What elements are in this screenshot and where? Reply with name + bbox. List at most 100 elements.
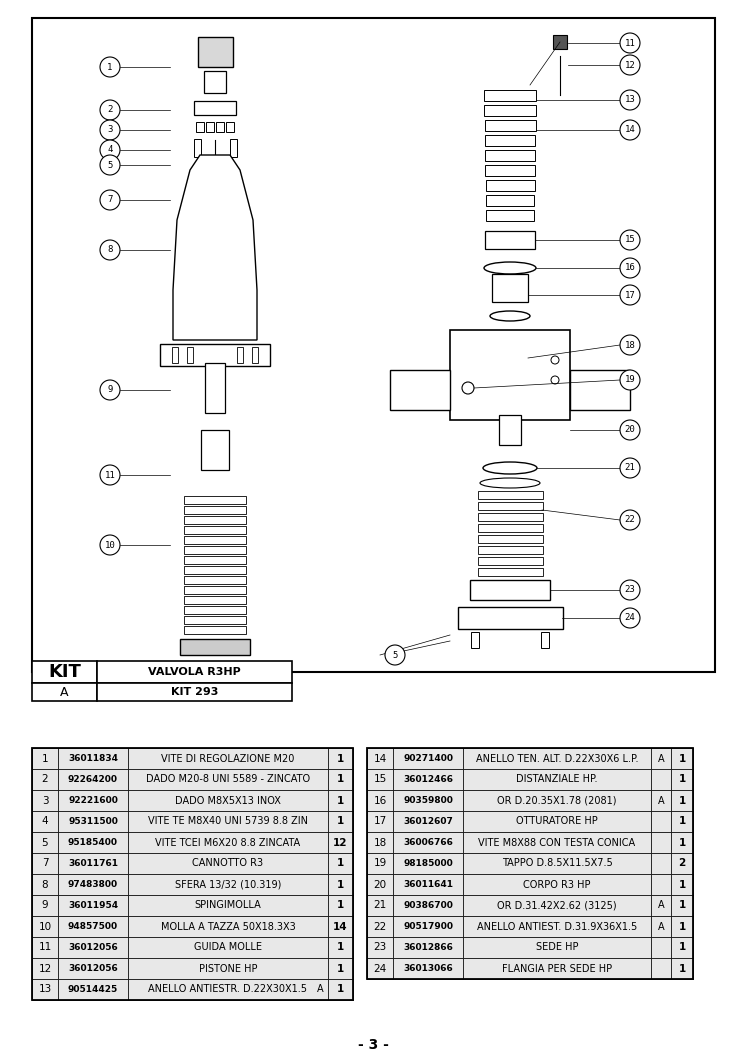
- Circle shape: [620, 608, 640, 628]
- Text: 97483800: 97483800: [68, 880, 118, 889]
- Bar: [393, 790, 463, 811]
- Bar: [32, 874, 353, 895]
- Bar: [32, 769, 353, 790]
- Bar: [393, 811, 463, 832]
- Bar: [58, 790, 128, 811]
- Text: 8: 8: [108, 245, 113, 255]
- Text: 1: 1: [337, 964, 344, 973]
- Bar: [184, 596, 246, 604]
- Text: ANELLO ANTIEST. D.31.9X36X1.5: ANELLO ANTIEST. D.31.9X36X1.5: [477, 922, 637, 931]
- Text: 90514425: 90514425: [68, 985, 118, 995]
- Bar: [367, 874, 693, 895]
- Circle shape: [100, 120, 120, 140]
- Bar: [184, 606, 246, 614]
- Bar: [477, 568, 542, 576]
- Bar: [32, 874, 58, 895]
- Text: ANELLO ANTIESTR. D.22X30X1.5: ANELLO ANTIESTR. D.22X30X1.5: [149, 985, 308, 995]
- Text: 36012056: 36012056: [68, 964, 118, 973]
- Bar: [651, 895, 671, 916]
- Bar: [393, 832, 463, 853]
- Bar: [128, 790, 328, 811]
- Bar: [58, 937, 128, 957]
- Text: VITE TCEI M6X20 8.8 ZINCATA: VITE TCEI M6X20 8.8 ZINCATA: [155, 838, 300, 847]
- Bar: [463, 811, 651, 832]
- Text: 11: 11: [624, 38, 636, 48]
- Text: 36012466: 36012466: [403, 776, 453, 784]
- Bar: [671, 957, 693, 979]
- Text: 23: 23: [374, 943, 387, 952]
- Ellipse shape: [484, 262, 536, 274]
- Text: 10: 10: [38, 922, 52, 931]
- Bar: [367, 895, 393, 916]
- Bar: [194, 101, 236, 115]
- Circle shape: [620, 258, 640, 278]
- Bar: [671, 811, 693, 832]
- Bar: [553, 35, 567, 49]
- Text: VITE DI REGOLAZIONE M20: VITE DI REGOLAZIONE M20: [161, 753, 294, 764]
- Text: 1: 1: [678, 753, 686, 764]
- Bar: [184, 626, 246, 634]
- Bar: [463, 957, 651, 979]
- Bar: [393, 853, 463, 874]
- Circle shape: [620, 370, 640, 390]
- Bar: [367, 769, 393, 790]
- Text: 2: 2: [42, 774, 49, 784]
- Bar: [367, 748, 693, 769]
- Text: 1: 1: [678, 922, 686, 931]
- Circle shape: [100, 240, 120, 260]
- Bar: [393, 769, 463, 790]
- Text: 90517900: 90517900: [403, 922, 453, 931]
- Text: DADO M8X5X13 INOX: DADO M8X5X13 INOX: [175, 796, 281, 805]
- Text: 94857500: 94857500: [68, 922, 118, 931]
- Text: 14: 14: [624, 126, 636, 134]
- Bar: [499, 415, 521, 445]
- Text: DISTANZIALE HP.: DISTANZIALE HP.: [516, 774, 598, 784]
- Text: 9: 9: [42, 900, 49, 911]
- Bar: [393, 957, 463, 979]
- Bar: [32, 832, 58, 853]
- Text: 1: 1: [678, 774, 686, 784]
- Text: 15: 15: [374, 774, 387, 784]
- Bar: [671, 748, 693, 769]
- Text: 36011954: 36011954: [68, 901, 118, 910]
- Circle shape: [462, 382, 474, 394]
- Bar: [367, 748, 693, 979]
- Text: 3: 3: [42, 796, 49, 805]
- Bar: [184, 516, 246, 524]
- Text: 22: 22: [624, 515, 636, 525]
- Bar: [328, 832, 353, 853]
- Bar: [492, 274, 528, 302]
- Circle shape: [620, 420, 640, 440]
- Text: 36011761: 36011761: [68, 859, 118, 868]
- Bar: [477, 546, 542, 554]
- Bar: [58, 853, 128, 874]
- Text: 24: 24: [374, 964, 387, 973]
- Text: VITE TE M8X40 UNI 5739 8.8 ZIN: VITE TE M8X40 UNI 5739 8.8 ZIN: [148, 817, 308, 826]
- Text: 1: 1: [337, 753, 344, 764]
- Bar: [58, 832, 128, 853]
- Bar: [32, 895, 58, 916]
- Text: TAPPO D.8.5X11.5X7.5: TAPPO D.8.5X11.5X7.5: [502, 858, 613, 869]
- Circle shape: [551, 355, 559, 364]
- Bar: [477, 513, 542, 521]
- Bar: [128, 874, 328, 895]
- Text: 5: 5: [392, 651, 397, 659]
- Bar: [180, 639, 250, 655]
- Text: CANNOTTO R3: CANNOTTO R3: [193, 858, 264, 869]
- Text: 4: 4: [108, 146, 113, 154]
- Text: 1: 1: [678, 943, 686, 952]
- Bar: [541, 632, 549, 647]
- Text: 1: 1: [337, 817, 344, 826]
- Text: 1: 1: [678, 900, 686, 911]
- Text: 36013066: 36013066: [403, 964, 453, 973]
- Bar: [393, 895, 463, 916]
- Bar: [457, 607, 562, 630]
- Bar: [58, 979, 128, 1000]
- Text: A: A: [657, 753, 664, 764]
- Text: 1: 1: [678, 879, 686, 890]
- Bar: [486, 209, 534, 220]
- Text: 36011641: 36011641: [403, 880, 453, 889]
- Text: SEDE HP: SEDE HP: [536, 943, 578, 952]
- Bar: [128, 853, 328, 874]
- Bar: [128, 957, 328, 979]
